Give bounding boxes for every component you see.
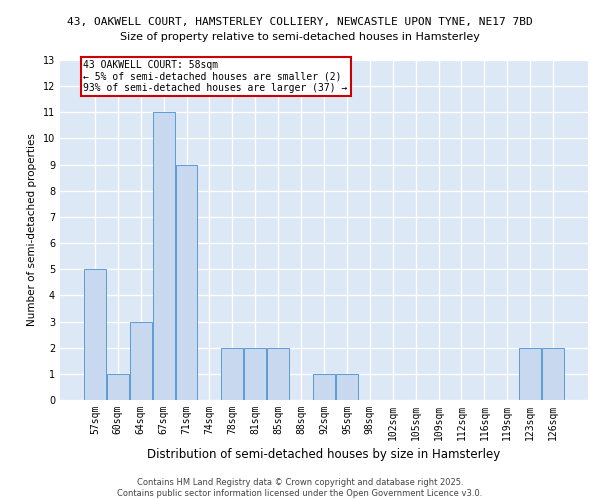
X-axis label: Distribution of semi-detached houses by size in Hamsterley: Distribution of semi-detached houses by …	[148, 448, 500, 462]
Bar	[84, 269, 106, 400]
Bar	[542, 348, 564, 400]
Bar	[244, 348, 266, 400]
Text: Contains HM Land Registry data © Crown copyright and database right 2025.
Contai: Contains HM Land Registry data © Crown c…	[118, 478, 482, 498]
Text: 43 OAKWELL COURT: 58sqm
← 5% of semi-detached houses are smaller (2)
93% of semi: 43 OAKWELL COURT: 58sqm ← 5% of semi-det…	[83, 60, 348, 93]
Bar	[313, 374, 335, 400]
Bar	[221, 348, 243, 400]
Bar	[520, 348, 541, 400]
Bar	[107, 374, 128, 400]
Bar	[336, 374, 358, 400]
Bar	[153, 112, 175, 400]
Bar	[267, 348, 289, 400]
Text: 43, OAKWELL COURT, HAMSTERLEY COLLIERY, NEWCASTLE UPON TYNE, NE17 7BD: 43, OAKWELL COURT, HAMSTERLEY COLLIERY, …	[67, 18, 533, 28]
Y-axis label: Number of semi-detached properties: Number of semi-detached properties	[27, 134, 37, 326]
Bar	[176, 164, 197, 400]
Bar	[130, 322, 152, 400]
Text: Size of property relative to semi-detached houses in Hamsterley: Size of property relative to semi-detach…	[120, 32, 480, 42]
